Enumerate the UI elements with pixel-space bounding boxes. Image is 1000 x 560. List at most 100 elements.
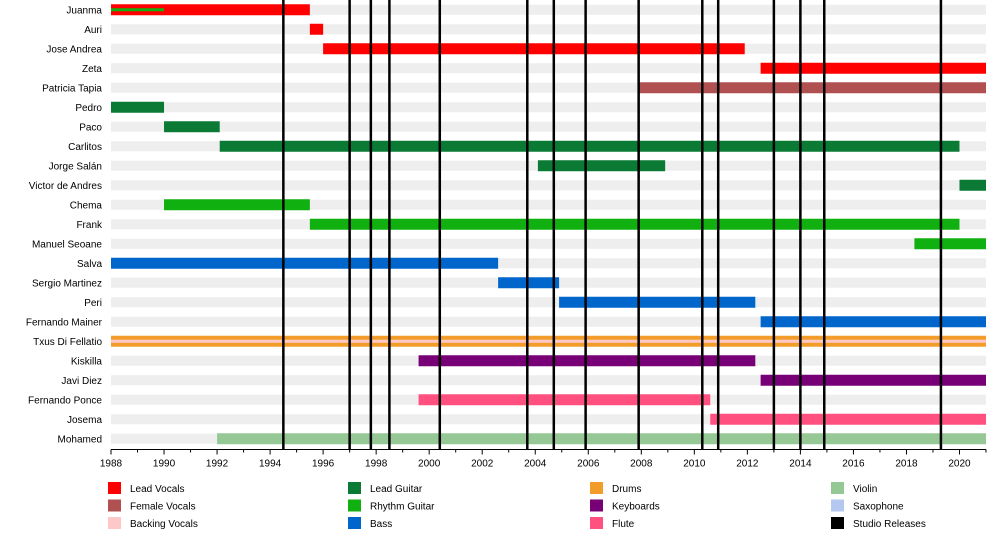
member-label: Patricia Tapia xyxy=(42,83,102,94)
member-label: Auri xyxy=(84,25,102,36)
x-tick-label: 2002 xyxy=(471,459,494,470)
row-band xyxy=(111,24,986,35)
legend-label: Rhythm Guitar xyxy=(370,502,435,513)
legend-swatch xyxy=(348,482,361,494)
legend-label: Backing Vocals xyxy=(130,519,198,530)
row-band xyxy=(111,82,986,93)
x-tick-label: 1994 xyxy=(259,459,282,470)
member-bar xyxy=(559,296,756,308)
member-bar xyxy=(418,355,756,367)
row-band xyxy=(111,375,986,386)
member-label: Josema xyxy=(67,415,102,426)
x-tick-label: 2016 xyxy=(842,459,865,470)
legend-label: Female Vocals xyxy=(130,502,196,513)
member-bar xyxy=(219,140,960,152)
legend-swatch xyxy=(108,517,121,529)
x-tick-label: 1996 xyxy=(312,459,335,470)
member-label: Peri xyxy=(84,298,102,309)
row-band xyxy=(111,102,986,113)
member-bar xyxy=(498,277,560,289)
row-band xyxy=(111,121,986,132)
legend-label: Keyboards xyxy=(612,502,660,513)
legend-swatch xyxy=(108,499,121,512)
legend-label: Violin xyxy=(853,484,877,495)
member-bar xyxy=(959,179,986,191)
legend-swatch xyxy=(831,482,844,494)
member-label: Zeta xyxy=(82,64,102,75)
member-label: Chema xyxy=(70,200,103,211)
member-label: Javi Diez xyxy=(61,376,102,387)
member-label: Sergio Martinez xyxy=(32,278,102,289)
member-labels: Juanma Auri Jose Andrea Zeta Patricia Tapia P… xyxy=(26,5,103,445)
member-bar xyxy=(638,82,986,94)
x-tick-label: 2014 xyxy=(789,459,812,470)
legend-label: Flute xyxy=(612,519,635,530)
member-label: Paco xyxy=(79,122,102,133)
member-bar xyxy=(217,433,986,445)
row-band xyxy=(111,316,986,327)
member-label: Salva xyxy=(77,259,102,270)
legend-swatch xyxy=(831,499,844,512)
legend-label: Lead Guitar xyxy=(370,484,423,495)
row-band xyxy=(111,4,986,15)
member-bar xyxy=(309,218,960,230)
member-label: Jose Andrea xyxy=(46,44,102,55)
member-bar xyxy=(111,101,165,113)
member-bar xyxy=(418,394,711,406)
member-label: Jorge Salán xyxy=(49,161,102,172)
legend-label: Lead Vocals xyxy=(130,484,185,495)
x-tick-label: 1998 xyxy=(365,459,388,470)
legend-label: Saxophone xyxy=(853,502,904,513)
legend-swatch xyxy=(590,517,603,529)
x-tick-label: 2012 xyxy=(736,459,759,470)
member-bar xyxy=(760,62,986,74)
member-label: Juanma xyxy=(66,5,102,16)
row-band xyxy=(111,199,986,210)
legend-swatch xyxy=(108,482,121,494)
row-band xyxy=(111,238,986,249)
legend-label: Studio Releases xyxy=(853,519,926,530)
x-tick-label: 2000 xyxy=(418,459,441,470)
row-band xyxy=(111,180,986,191)
legend-swatch xyxy=(590,499,603,512)
member-label: Txus Di Fellatio xyxy=(33,337,102,348)
member-label: Carlitos xyxy=(68,142,102,153)
member-bar xyxy=(309,23,324,35)
x-tick-label: 1990 xyxy=(153,459,176,470)
member-bar xyxy=(537,160,666,172)
member-bar xyxy=(164,121,220,133)
member-bar xyxy=(710,413,986,425)
x-tick-label: 2020 xyxy=(948,459,971,470)
studio-release-lines xyxy=(282,0,943,450)
member-bar xyxy=(323,43,745,55)
member-bar xyxy=(760,374,986,386)
member-bars xyxy=(111,4,986,445)
member-bar-secondary xyxy=(111,339,986,343)
row-band xyxy=(111,63,986,74)
member-label: Kiskilla xyxy=(71,356,103,367)
legend-swatch xyxy=(831,517,844,529)
member-label: Pedro xyxy=(75,103,102,114)
member-bar xyxy=(111,257,499,269)
legend-label: Bass xyxy=(370,519,392,530)
member-label: Fernando Mainer xyxy=(26,317,103,328)
member-label: Victor de Andres xyxy=(29,181,102,192)
legend-swatch xyxy=(348,517,361,529)
member-label: Mohamed xyxy=(58,434,102,445)
legend-swatch xyxy=(590,482,603,494)
member-bar xyxy=(914,238,986,250)
row-band xyxy=(111,258,986,269)
x-tick-label: 1992 xyxy=(206,459,229,470)
member-bar xyxy=(760,316,986,328)
row-band xyxy=(111,414,986,425)
legend-label: Drums xyxy=(612,484,641,495)
member-label: Frank xyxy=(76,220,103,231)
x-tick-label: 2006 xyxy=(577,459,600,470)
x-axis: 1988 1990 1992 1994 1996 1998 2000 2002 2004 2006… xyxy=(100,449,987,470)
x-tick-label: 2004 xyxy=(524,459,547,470)
x-tick-label: 2008 xyxy=(630,459,653,470)
x-tick-label: 2018 xyxy=(895,459,918,470)
member-label: Manuel Seoane xyxy=(32,239,102,250)
row-band xyxy=(111,297,986,308)
